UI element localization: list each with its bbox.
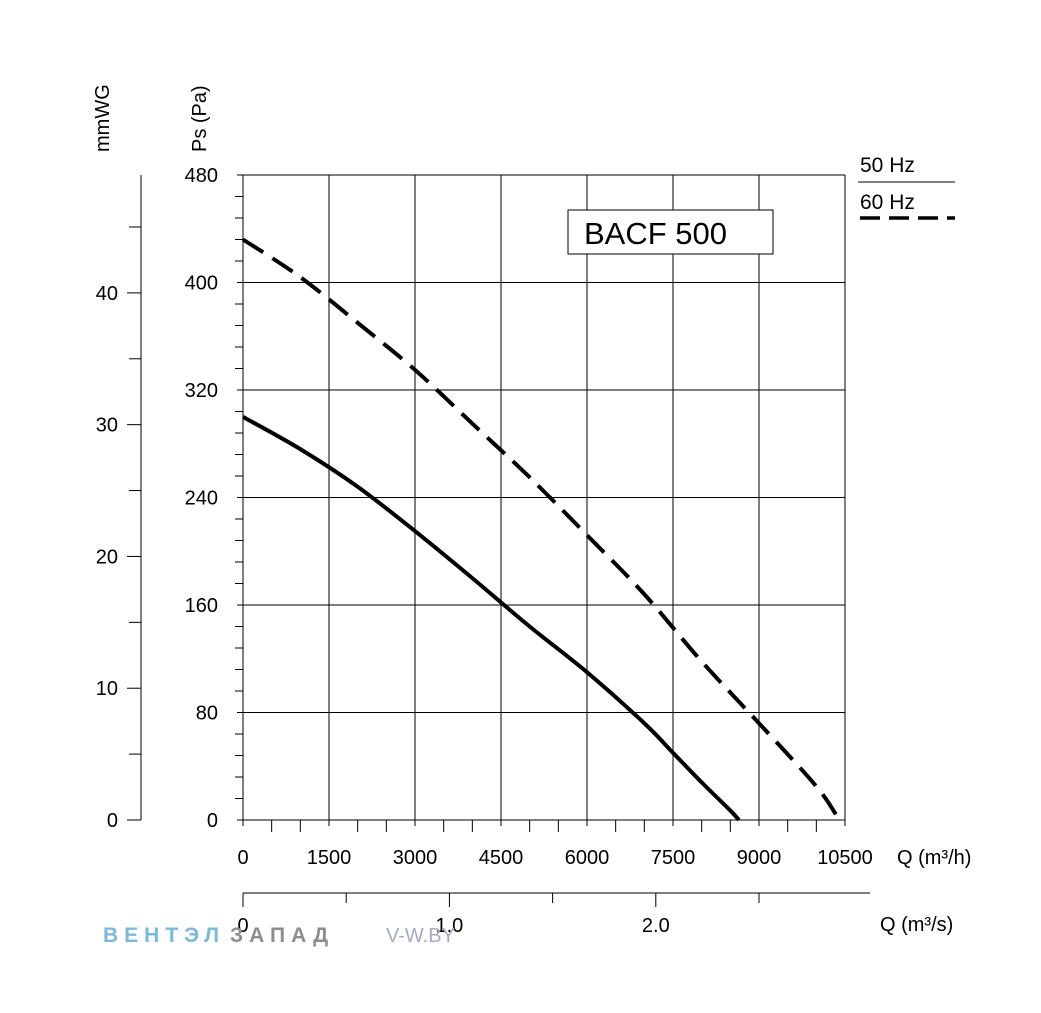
y-axis-label-ps: Ps (Pa) [189,85,211,152]
m3s-tick-label: 2.0 [642,915,670,937]
y-tick-label: 160 [185,595,218,617]
x-tick-label: 4500 [479,847,524,869]
x-tick-label: 0 [237,847,248,869]
watermark-brand-gray: ЗАПАД [230,924,334,947]
grid-layer [237,174,846,826]
mmwg-tick-label: 20 [96,546,118,568]
x-tick-label: 1500 [307,847,352,869]
legend: 50 Hz 60 Hz [858,154,955,220]
mmwg-tick-label: 10 [96,678,118,700]
mmwg-tick-label: 40 [96,283,118,305]
y-tick-label: 480 [185,165,218,187]
axes-layer [127,175,870,907]
m3s-tick-label: 1.0 [435,915,463,937]
y-axis-label-mmwg: mmWG [92,84,114,152]
watermark: ВЕНТЭЛ ЗАПАД V-W.BY [103,924,455,947]
mmwg-tick-label: 30 [96,415,118,437]
series-line-50hz [242,415,741,822]
y-tick-label: 240 [185,488,218,510]
y-tick-label: 0 [207,810,218,832]
x-tick-label: 6000 [565,847,610,869]
legend-label-50hz: 50 Hz [860,154,915,177]
y-tick-label: 320 [185,380,218,402]
y-tick-label: 80 [196,703,218,725]
chart-title: BACF 500 [584,216,727,251]
x-axis-label-primary: Q (m³/h) [897,847,971,869]
chart-title-box: BACF 500 [567,209,774,255]
x-tick-label: 3000 [393,847,438,869]
watermark-url: V-W.BY [386,925,455,947]
mmwg-tick-label: 0 [107,810,118,832]
x-tick-label: 10500 [817,847,873,869]
legend-label-60hz: 60 Hz [860,191,915,214]
labels-layer: mmWG Ps (Pa) Q (m³/h) Q (m³/s) 0 1500 3000… [92,84,971,937]
watermark-brand-blue: ВЕНТЭЛ [103,924,225,947]
series-layer [241,237,841,822]
x-axis-label-secondary: Q (m³/s) [880,914,953,936]
x-tick-label: 7500 [651,847,696,869]
series-line-60hz [241,237,841,822]
chart-title-frame [567,209,774,255]
y-tick-label: 400 [185,273,218,295]
minor-ticks-layer [235,196,817,832]
m3s-tick-label: 0 [237,915,248,937]
x-tick-label: 9000 [737,847,782,869]
